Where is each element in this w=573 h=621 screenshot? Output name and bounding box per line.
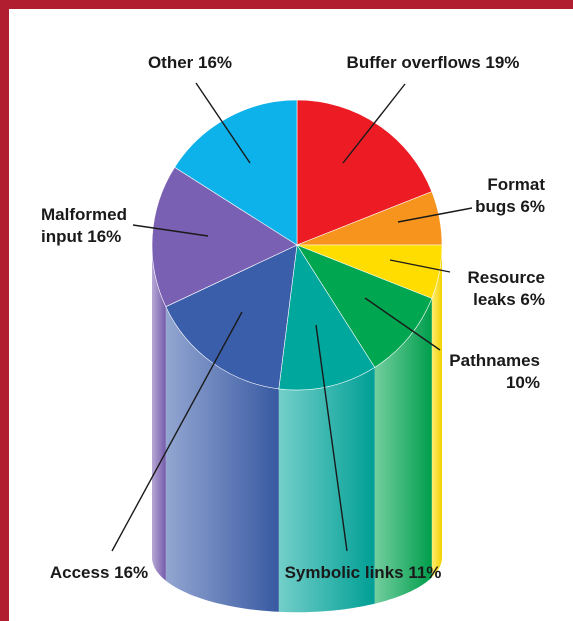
pie-slice-4 <box>278 244 376 391</box>
slice-label-0: Buffer overflows 19% <box>347 53 520 72</box>
pie-slice-5 <box>165 244 298 390</box>
leader-line-0 <box>342 83 406 164</box>
frame-border-left <box>0 0 9 621</box>
leader-line-7 <box>195 82 251 164</box>
cylinder-side-2 <box>431 245 442 578</box>
slice-label-6: Malformed input 16% <box>41 205 127 246</box>
frame-border-top <box>0 0 573 9</box>
slice-label-4: Symbolic links 11% <box>285 563 442 582</box>
slice-labels: Buffer overflows 19% Format bugs 6% Resourc… <box>41 53 545 582</box>
leader-line-3 <box>364 297 441 351</box>
pie-slice-7 <box>174 99 298 246</box>
leader-line-5 <box>111 311 243 552</box>
pie-slice-6 <box>151 166 298 308</box>
slice-label-7: Other 16% <box>148 53 232 72</box>
slice-label-5: Access 16% <box>50 563 148 582</box>
cylinder-side-6 <box>152 245 166 581</box>
cylinder-sides <box>152 245 442 613</box>
cylinder-side-5 <box>165 306 279 612</box>
leader-line-2 <box>389 259 451 273</box>
leader-line-6 <box>132 224 209 237</box>
slice-label-3: Pathnames 10% <box>449 351 540 392</box>
leader-line-4 <box>315 324 348 552</box>
pie-slice-0 <box>296 99 433 246</box>
cylinder-side-3 <box>374 298 432 604</box>
leader-lines <box>111 82 473 552</box>
leader-line-1 <box>397 207 473 223</box>
pie-top <box>151 99 443 391</box>
pie-slice-3 <box>296 244 433 368</box>
cylinder-side-4 <box>278 367 375 613</box>
slice-label-2: Resource leaks 6% <box>468 268 545 309</box>
slice-label-1: Format bugs 6% <box>475 175 545 216</box>
